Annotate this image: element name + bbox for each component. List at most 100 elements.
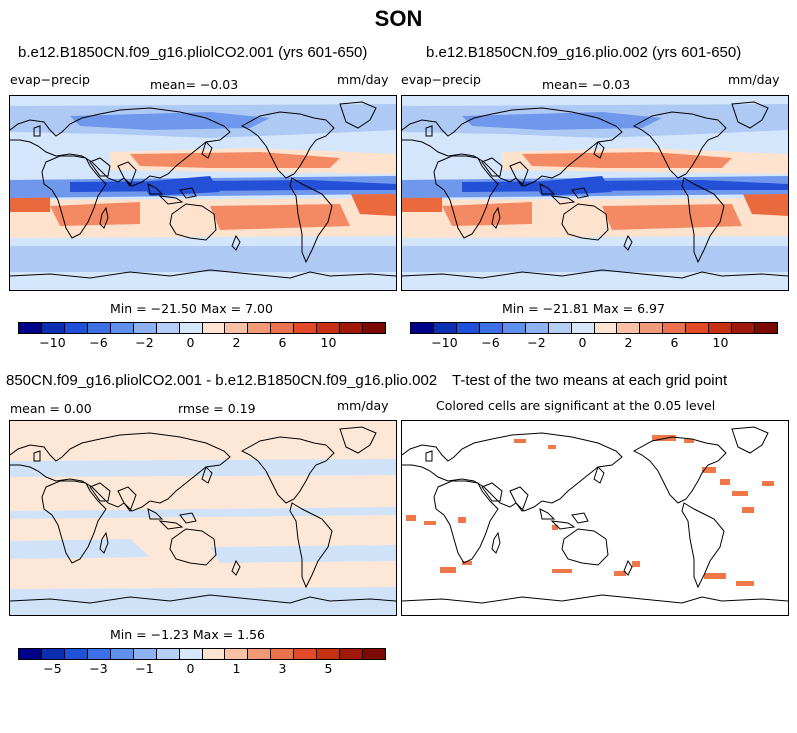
colorbar-box	[686, 323, 710, 333]
colorbar-tick-label: −10	[431, 335, 458, 350]
colorbar-box	[87, 649, 111, 659]
colorbar-box	[156, 323, 180, 333]
panel1-map	[9, 95, 397, 291]
colorbar-box	[64, 649, 88, 659]
colorbar-box	[179, 323, 203, 333]
colorbar-tick-label: 10	[320, 335, 337, 350]
colorbar-tick-label: 0	[186, 661, 195, 676]
colorbar-box	[411, 323, 434, 333]
panel2-map-graphic	[402, 96, 788, 290]
panel3-map-graphic	[10, 421, 396, 615]
panel3-colorbar-boxes	[18, 648, 386, 660]
colorbar-box	[294, 649, 318, 659]
colorbar-box	[663, 323, 687, 333]
colorbar-box	[248, 323, 272, 333]
colorbar-box	[271, 323, 295, 333]
panel2-minmax: Min = −21.81 Max = 6.97	[502, 301, 665, 316]
colorbar-tick-label: −10	[39, 335, 66, 350]
colorbar-box	[317, 323, 341, 333]
panel2-variable-label: evap−precip	[401, 72, 481, 87]
colorbar-tick-label: 2	[232, 335, 241, 350]
panel2-title: b.e12.B1850CN.f09_g16.plio.002 (yrs 601-…	[426, 44, 742, 61]
colorbar-tick-label: 6	[278, 335, 287, 350]
colorbar-tick-label: −6	[89, 335, 108, 350]
colorbar-tick-label: 5	[324, 661, 333, 676]
colorbar-tick-label: 10	[712, 335, 729, 350]
panel3-colorbar-ticks: −5 −3 −1 0 1 3 5	[18, 660, 386, 676]
colorbar-box	[202, 649, 226, 659]
colorbar-box	[179, 649, 203, 659]
colorbar-tick-label: −3	[89, 661, 108, 676]
colorbar-box	[202, 323, 226, 333]
panel2-units-label: mm/day	[728, 72, 780, 87]
colorbar-box	[271, 649, 295, 659]
colorbar-box	[709, 323, 733, 333]
colorbar-box	[502, 323, 526, 333]
colorbar-box	[755, 323, 777, 333]
colorbar-box	[340, 323, 364, 333]
colorbar-box	[225, 649, 249, 659]
colorbar-tick-label: 0	[578, 335, 587, 350]
panel1-minmax: Min = −21.50 Max = 7.00	[110, 301, 273, 316]
panel4-title: T-test of the two means at each grid poi…	[452, 372, 728, 389]
colorbar-box	[225, 323, 249, 333]
panel3-units-label: mm/day	[337, 398, 389, 413]
colorbar-box	[19, 649, 42, 659]
panel3-mean-label: mean = 0.00	[10, 401, 92, 416]
colorbar-tick-label: −2	[527, 335, 546, 350]
colorbar-box	[617, 323, 641, 333]
colorbar-box	[110, 323, 134, 333]
colorbar-box	[548, 323, 572, 333]
colorbar-box	[525, 323, 549, 333]
panel3-colorbar: −5 −3 −1 0 1 3 5	[18, 648, 386, 676]
colorbar-tick-label: −2	[135, 335, 154, 350]
panel2-colorbar-ticks: −10 −6 −2 0 2 6 10	[410, 334, 778, 350]
colorbar-box	[732, 323, 756, 333]
panel4-subtitle: Colored cells are significant at the 0.0…	[436, 398, 716, 413]
colorbar-box	[87, 323, 111, 333]
colorbar-box	[41, 649, 65, 659]
colorbar-box	[640, 323, 664, 333]
colorbar-box	[317, 649, 341, 659]
colorbar-box	[156, 649, 180, 659]
colorbar-tick-label: 3	[278, 661, 287, 676]
colorbar-box	[571, 323, 595, 333]
season-title: SON	[374, 6, 423, 31]
colorbar-tick-label: −1	[135, 661, 154, 676]
panel1-units-label: mm/day	[337, 72, 389, 87]
colorbar-box	[133, 649, 157, 659]
colorbar-box	[64, 323, 88, 333]
colorbar-box	[479, 323, 503, 333]
colorbar-box	[433, 323, 457, 333]
panel2-colorbar-boxes	[410, 322, 778, 334]
panel3-map	[9, 420, 397, 616]
colorbar-box	[456, 323, 480, 333]
panel3-minmax: Min = −1.23 Max = 1.56	[110, 627, 265, 642]
panel1-colorbar-boxes	[18, 322, 386, 334]
colorbar-box	[340, 649, 364, 659]
colorbar-box	[133, 323, 157, 333]
colorbar-box	[110, 649, 134, 659]
colorbar-box	[594, 323, 618, 333]
panel1-mean-label: mean= −0.03	[150, 77, 239, 92]
panel3-title: 850CN.f09_g16.pliolCO2.001 - b.e12.B1850…	[6, 372, 438, 389]
colorbar-tick-label: 1	[232, 661, 241, 676]
colorbar-box	[19, 323, 42, 333]
panel2-colorbar: −10 −6 −2 0 2 6 10	[410, 322, 778, 350]
panel3-rmse-label: rmse = 0.19	[178, 401, 256, 416]
colorbar-box	[294, 323, 318, 333]
colorbar-box	[41, 323, 65, 333]
colorbar-tick-label: 6	[670, 335, 679, 350]
colorbar-tick-label: 2	[624, 335, 633, 350]
panel2-mean-label: mean= −0.03	[542, 77, 631, 92]
panel1-map-graphic	[10, 96, 396, 290]
colorbar-tick-label: −6	[481, 335, 500, 350]
panel4-map	[401, 420, 789, 616]
colorbar-box	[363, 649, 385, 659]
panel4-map-graphic	[402, 421, 788, 615]
colorbar-tick-label: −5	[43, 661, 62, 676]
colorbar-tick-label: 0	[186, 335, 195, 350]
panel1-colorbar-ticks: −10 −6 −2 0 2 6 10	[18, 334, 386, 350]
panel2-map	[401, 95, 789, 291]
panel1-colorbar: −10 −6 −2 0 2 6 10	[18, 322, 386, 350]
